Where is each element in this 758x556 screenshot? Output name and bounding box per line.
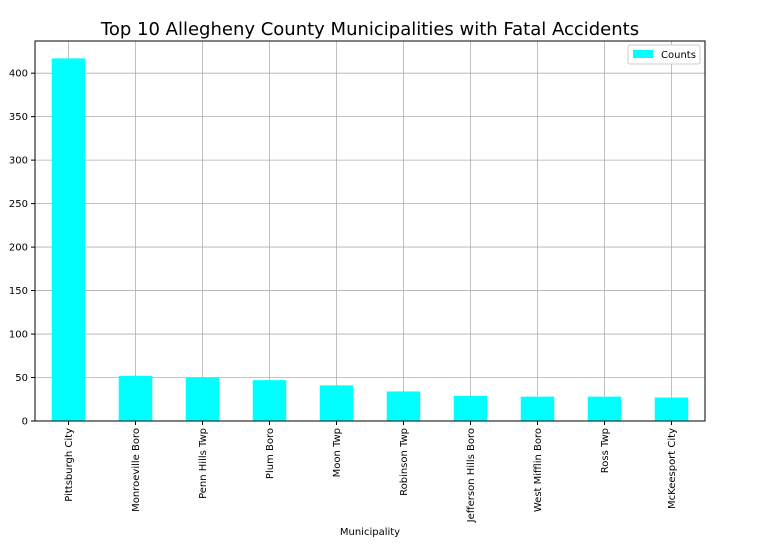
bars	[51, 58, 689, 422]
legend-box	[627, 44, 701, 65]
grid	[35, 41, 705, 422]
x-tick-label: Robinson Twp	[399, 428, 410, 496]
x-axis: Pittsburgh City Monroeville Boro Penn Hill…	[64, 421, 678, 523]
bar	[319, 385, 354, 421]
y-tick-label: 400	[9, 69, 28, 80]
y-tick-label: 200	[9, 243, 28, 254]
y-tick-label: 300	[9, 156, 28, 167]
legend-swatch	[633, 50, 653, 58]
y-axis: 0 50 100 150 200 250 300 350 400	[9, 69, 35, 428]
x-tick-label: Monroeville Boro	[131, 428, 142, 512]
bar	[654, 397, 689, 421]
legend: Counts	[627, 44, 701, 65]
bar	[520, 396, 555, 421]
y-tick-label: 150	[9, 286, 28, 297]
y-tick-label: 50	[15, 373, 28, 384]
x-tick-label: Plum Boro	[265, 428, 276, 479]
y-tick-label: 100	[9, 330, 28, 341]
y-tick-label: 350	[9, 112, 28, 123]
x-tick-label: Moon Twp	[332, 428, 343, 477]
x-tick-label: McKeesport City	[667, 428, 678, 509]
bar	[252, 380, 287, 421]
bar	[587, 396, 622, 421]
bar	[51, 58, 86, 422]
bar	[185, 377, 220, 421]
chart-title: Top 10 Allegheny County Municipalities w…	[100, 19, 639, 40]
x-tick-label: Jefferson Hills Boro	[466, 428, 477, 523]
x-axis-label: Municipality	[340, 527, 400, 538]
x-tick-label: West Mifflin Boro	[533, 428, 544, 512]
bar	[453, 395, 488, 421]
legend-label: Counts	[661, 50, 696, 61]
y-tick-label: 0	[22, 417, 28, 428]
x-tick-label: Pittsburgh City	[64, 428, 75, 502]
x-tick-label: Penn Hills Twp	[198, 428, 209, 499]
x-tick-label: Ross Twp	[600, 428, 611, 473]
bar	[118, 375, 153, 421]
y-tick-label: 250	[9, 199, 28, 210]
plot-frame	[34, 40, 706, 422]
bar	[386, 391, 421, 421]
